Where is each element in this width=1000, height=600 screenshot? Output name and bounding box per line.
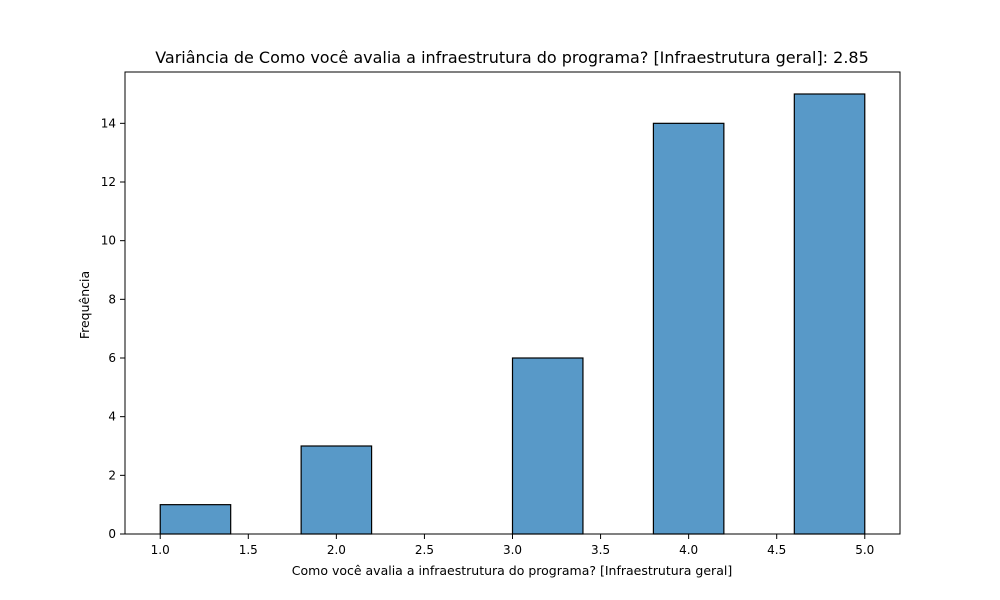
x-tick-label: 3.5 [591, 543, 610, 557]
y-axis-label: Frequência [77, 271, 92, 339]
y-axis-ticks: 0 2 4 6 8 10 12 14 [101, 116, 125, 541]
y-tick-label: 8 [108, 292, 116, 306]
x-tick-label: 4.0 [679, 543, 698, 557]
x-tick-label: 1.0 [151, 543, 170, 557]
y-tick-label: 12 [101, 175, 116, 189]
x-tick-label: 5.0 [855, 543, 874, 557]
x-axis-label: Como você avalia a infraestrutura do pro… [292, 563, 732, 578]
x-tick-label: 2.5 [415, 543, 434, 557]
bars-group [159, 93, 866, 535]
x-tick-label: 1.5 [239, 543, 258, 557]
x-tick-label: 2.0 [327, 543, 346, 557]
y-tick-label: 4 [108, 410, 116, 424]
bar-0 [159, 504, 232, 535]
y-tick-label: 14 [101, 116, 116, 130]
bar-4 [793, 93, 866, 535]
y-tick-label: 0 [108, 527, 116, 541]
bar-1 [300, 445, 373, 535]
bar-3 [652, 122, 725, 535]
y-tick-label: 10 [101, 234, 116, 248]
x-tick-label: 3.0 [503, 543, 522, 557]
bar-2 [511, 357, 584, 535]
y-tick-label: 2 [108, 468, 116, 482]
y-tick-label: 6 [108, 351, 116, 365]
x-tick-label: 4.5 [767, 543, 786, 557]
chart-title: Variância de Como você avalia a infraest… [155, 48, 869, 67]
x-axis-ticks: 1.0 1.5 2.0 2.5 3.0 3.5 4.0 4.5 5.0 [151, 534, 874, 557]
plot-frame [124, 71, 901, 535]
